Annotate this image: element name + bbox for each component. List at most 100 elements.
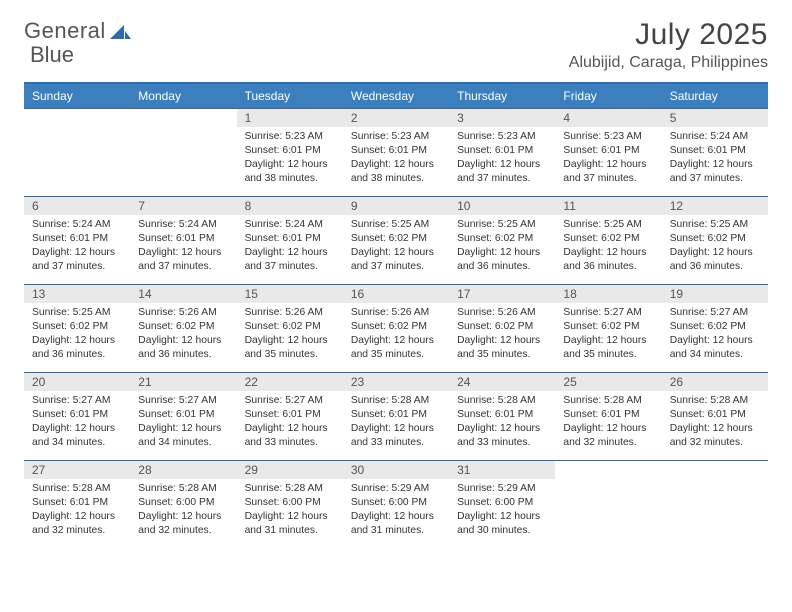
day-number: 24	[449, 372, 555, 391]
daylight-line: Daylight: 12 hours and 35 minutes.	[245, 334, 335, 362]
daynum-bar-empty	[555, 460, 661, 479]
calendar-cell: 15Sunrise: 5:26 AMSunset: 6:02 PMDayligh…	[237, 284, 343, 372]
day-number: 26	[662, 372, 768, 391]
daylight-line: Daylight: 12 hours and 36 minutes.	[563, 246, 653, 274]
day-number: 10	[449, 196, 555, 215]
daylight-line: Daylight: 12 hours and 35 minutes.	[351, 334, 441, 362]
sunrise-line: Sunrise: 5:25 AM	[351, 218, 441, 232]
sunrise-line: Sunrise: 5:28 AM	[563, 394, 653, 408]
day-content: Sunrise: 5:23 AMSunset: 6:01 PMDaylight:…	[237, 127, 343, 190]
calendar-cell: 7Sunrise: 5:24 AMSunset: 6:01 PMDaylight…	[130, 196, 236, 284]
sunset-line: Sunset: 6:02 PM	[32, 320, 122, 334]
day-number: 12	[662, 196, 768, 215]
day-content: Sunrise: 5:25 AMSunset: 6:02 PMDaylight:…	[555, 215, 661, 278]
sunrise-line: Sunrise: 5:27 AM	[670, 306, 760, 320]
day-content: Sunrise: 5:28 AMSunset: 6:01 PMDaylight:…	[449, 391, 555, 454]
sunrise-line: Sunrise: 5:27 AM	[138, 394, 228, 408]
daylight-line: Daylight: 12 hours and 33 minutes.	[245, 422, 335, 450]
daylight-line: Daylight: 12 hours and 32 minutes.	[32, 510, 122, 538]
sunrise-line: Sunrise: 5:26 AM	[245, 306, 335, 320]
daylight-line: Daylight: 12 hours and 38 minutes.	[351, 158, 441, 186]
calendar-cell: 6Sunrise: 5:24 AMSunset: 6:01 PMDaylight…	[24, 196, 130, 284]
sunset-line: Sunset: 6:01 PM	[32, 496, 122, 510]
day-number: 3	[449, 108, 555, 127]
month-title: July 2025	[569, 18, 768, 52]
day-content: Sunrise: 5:24 AMSunset: 6:01 PMDaylight:…	[24, 215, 130, 278]
calendar-cell	[24, 108, 130, 196]
calendar-cell: 13Sunrise: 5:25 AMSunset: 6:02 PMDayligh…	[24, 284, 130, 372]
day-number: 6	[24, 196, 130, 215]
calendar-cell: 30Sunrise: 5:29 AMSunset: 6:00 PMDayligh…	[343, 460, 449, 548]
daylight-line: Daylight: 12 hours and 37 minutes.	[457, 158, 547, 186]
sunrise-line: Sunrise: 5:23 AM	[563, 130, 653, 144]
calendar-cell: 25Sunrise: 5:28 AMSunset: 6:01 PMDayligh…	[555, 372, 661, 460]
sunset-line: Sunset: 6:01 PM	[457, 144, 547, 158]
daylight-line: Daylight: 12 hours and 32 minutes.	[670, 422, 760, 450]
sunset-line: Sunset: 6:00 PM	[245, 496, 335, 510]
sunrise-line: Sunrise: 5:25 AM	[563, 218, 653, 232]
calendar-cell: 19Sunrise: 5:27 AMSunset: 6:02 PMDayligh…	[662, 284, 768, 372]
calendar-row: 27Sunrise: 5:28 AMSunset: 6:01 PMDayligh…	[24, 460, 768, 548]
sunrise-line: Sunrise: 5:26 AM	[457, 306, 547, 320]
calendar-cell: 3Sunrise: 5:23 AMSunset: 6:01 PMDaylight…	[449, 108, 555, 196]
calendar-cell: 29Sunrise: 5:28 AMSunset: 6:00 PMDayligh…	[237, 460, 343, 548]
sunrise-line: Sunrise: 5:24 AM	[245, 218, 335, 232]
calendar-cell: 21Sunrise: 5:27 AMSunset: 6:01 PMDayligh…	[130, 372, 236, 460]
day-number: 17	[449, 284, 555, 303]
day-content: Sunrise: 5:29 AMSunset: 6:00 PMDaylight:…	[343, 479, 449, 542]
sunrise-line: Sunrise: 5:25 AM	[32, 306, 122, 320]
sunset-line: Sunset: 6:01 PM	[351, 144, 441, 158]
sunset-line: Sunset: 6:01 PM	[563, 144, 653, 158]
day-number: 21	[130, 372, 236, 391]
day-number: 25	[555, 372, 661, 391]
day-content: Sunrise: 5:24 AMSunset: 6:01 PMDaylight:…	[662, 127, 768, 190]
day-number: 16	[343, 284, 449, 303]
calendar-row: 1Sunrise: 5:23 AMSunset: 6:01 PMDaylight…	[24, 108, 768, 196]
sunset-line: Sunset: 6:02 PM	[563, 232, 653, 246]
calendar-cell: 10Sunrise: 5:25 AMSunset: 6:02 PMDayligh…	[449, 196, 555, 284]
calendar-cell: 5Sunrise: 5:24 AMSunset: 6:01 PMDaylight…	[662, 108, 768, 196]
sunrise-line: Sunrise: 5:27 AM	[32, 394, 122, 408]
calendar-cell: 18Sunrise: 5:27 AMSunset: 6:02 PMDayligh…	[555, 284, 661, 372]
calendar-cell: 1Sunrise: 5:23 AMSunset: 6:01 PMDaylight…	[237, 108, 343, 196]
weekday-header: Tuesday	[237, 83, 343, 108]
calendar-cell: 4Sunrise: 5:23 AMSunset: 6:01 PMDaylight…	[555, 108, 661, 196]
day-content: Sunrise: 5:27 AMSunset: 6:02 PMDaylight:…	[662, 303, 768, 366]
sunset-line: Sunset: 6:00 PM	[138, 496, 228, 510]
day-content: Sunrise: 5:26 AMSunset: 6:02 PMDaylight:…	[449, 303, 555, 366]
sunset-line: Sunset: 6:01 PM	[245, 408, 335, 422]
day-content: Sunrise: 5:28 AMSunset: 6:01 PMDaylight:…	[662, 391, 768, 454]
sunrise-line: Sunrise: 5:23 AM	[245, 130, 335, 144]
sunrise-line: Sunrise: 5:25 AM	[457, 218, 547, 232]
day-number: 5	[662, 108, 768, 127]
day-number: 19	[662, 284, 768, 303]
sunset-line: Sunset: 6:01 PM	[138, 232, 228, 246]
day-number: 7	[130, 196, 236, 215]
sunrise-line: Sunrise: 5:27 AM	[245, 394, 335, 408]
sunset-line: Sunset: 6:01 PM	[32, 232, 122, 246]
calendar-cell: 11Sunrise: 5:25 AMSunset: 6:02 PMDayligh…	[555, 196, 661, 284]
calendar-row: 13Sunrise: 5:25 AMSunset: 6:02 PMDayligh…	[24, 284, 768, 372]
daylight-line: Daylight: 12 hours and 37 minutes.	[245, 246, 335, 274]
day-number: 20	[24, 372, 130, 391]
calendar-cell: 12Sunrise: 5:25 AMSunset: 6:02 PMDayligh…	[662, 196, 768, 284]
daylight-line: Daylight: 12 hours and 31 minutes.	[245, 510, 335, 538]
day-content: Sunrise: 5:29 AMSunset: 6:00 PMDaylight:…	[449, 479, 555, 542]
weekday-header: Thursday	[449, 83, 555, 108]
sunset-line: Sunset: 6:02 PM	[351, 320, 441, 334]
daylight-line: Daylight: 12 hours and 32 minutes.	[563, 422, 653, 450]
sunset-line: Sunset: 6:01 PM	[138, 408, 228, 422]
daylight-line: Daylight: 12 hours and 30 minutes.	[457, 510, 547, 538]
calendar-cell: 8Sunrise: 5:24 AMSunset: 6:01 PMDaylight…	[237, 196, 343, 284]
day-number: 2	[343, 108, 449, 127]
daylight-line: Daylight: 12 hours and 32 minutes.	[138, 510, 228, 538]
sail-icon	[110, 22, 132, 40]
weekday-header: Friday	[555, 83, 661, 108]
weekday-header: Wednesday	[343, 83, 449, 108]
daylight-line: Daylight: 12 hours and 36 minutes.	[457, 246, 547, 274]
day-number: 15	[237, 284, 343, 303]
daylight-line: Daylight: 12 hours and 36 minutes.	[138, 334, 228, 362]
calendar-cell: 27Sunrise: 5:28 AMSunset: 6:01 PMDayligh…	[24, 460, 130, 548]
sunrise-line: Sunrise: 5:29 AM	[457, 482, 547, 496]
daylight-line: Daylight: 12 hours and 33 minutes.	[351, 422, 441, 450]
